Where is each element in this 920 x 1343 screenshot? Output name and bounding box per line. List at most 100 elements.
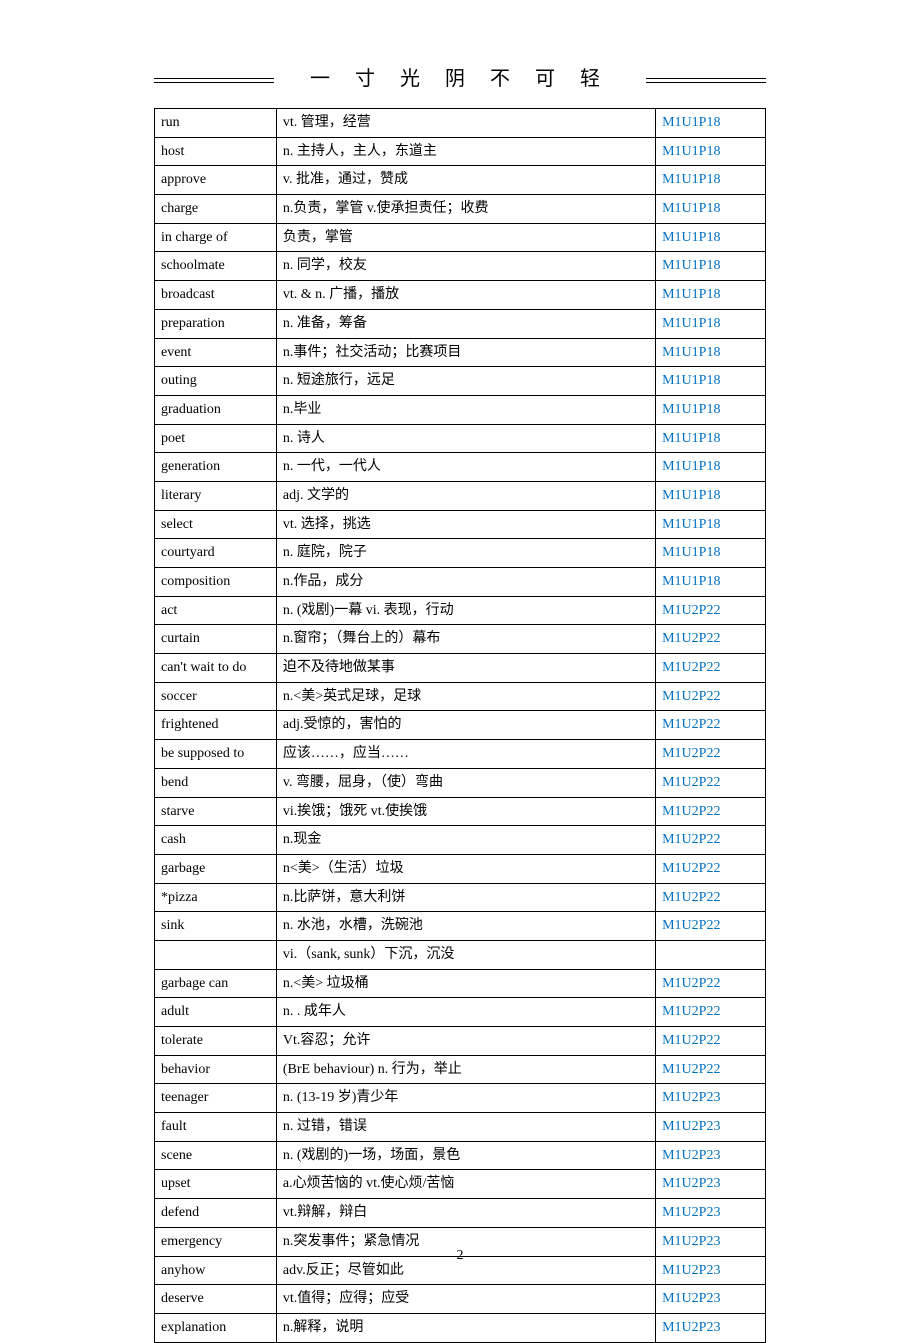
definition-cell: n. 过错，错误 bbox=[276, 1113, 655, 1142]
table-row: tolerateVt.容忍；允许M1U2P22 bbox=[155, 1027, 766, 1056]
reference-cell bbox=[656, 940, 766, 969]
definition-cell: n. 一代，一代人 bbox=[276, 453, 655, 482]
word-cell: graduation bbox=[155, 395, 277, 424]
word-cell: generation bbox=[155, 453, 277, 482]
word-cell: frightened bbox=[155, 711, 277, 740]
definition-cell: v. 弯腰，屈身，（使）弯曲 bbox=[276, 768, 655, 797]
table-row: faultn. 过错，错误M1U2P23 bbox=[155, 1113, 766, 1142]
reference-cell: M1U1P18 bbox=[656, 481, 766, 510]
definition-cell: n. 庭院，院子 bbox=[276, 539, 655, 568]
definition-cell: (BrE behaviour) n. 行为，举止 bbox=[276, 1055, 655, 1084]
table-row: poetn. 诗人M1U1P18 bbox=[155, 424, 766, 453]
word-cell: courtyard bbox=[155, 539, 277, 568]
word-cell: sink bbox=[155, 912, 277, 941]
definition-cell: n. . 成年人 bbox=[276, 998, 655, 1027]
table-row: courtyardn. 庭院，院子M1U1P18 bbox=[155, 539, 766, 568]
reference-cell: M1U2P23 bbox=[656, 1313, 766, 1342]
table-row: preparationn. 准备，筹备M1U1P18 bbox=[155, 309, 766, 338]
word-cell: fault bbox=[155, 1113, 277, 1142]
definition-cell: adj. 文学的 bbox=[276, 481, 655, 510]
definition-cell: n. 主持人，主人，东道主 bbox=[276, 137, 655, 166]
definition-cell: vi.挨饿；饿死 vt.使挨饿 bbox=[276, 797, 655, 826]
definition-cell: n.比萨饼，意大利饼 bbox=[276, 883, 655, 912]
reference-cell: M1U2P23 bbox=[656, 1170, 766, 1199]
word-cell bbox=[155, 940, 277, 969]
table-row: sinkn. 水池，水槽，洗碗池M1U2P22 bbox=[155, 912, 766, 941]
word-cell: explanation bbox=[155, 1313, 277, 1342]
definition-cell: vt. 选择，挑选 bbox=[276, 510, 655, 539]
table-row: chargen.负责，掌管 v.使承担责任；收费M1U1P18 bbox=[155, 195, 766, 224]
definition-cell: vt.辩解，辩白 bbox=[276, 1199, 655, 1228]
table-row: runvt. 管理，经营M1U1P18 bbox=[155, 109, 766, 138]
table-row: can't wait to do迫不及待地做某事M1U2P22 bbox=[155, 654, 766, 683]
reference-cell: M1U1P18 bbox=[656, 195, 766, 224]
word-cell: tolerate bbox=[155, 1027, 277, 1056]
definition-cell: n. (戏剧的)一场，场面，景色 bbox=[276, 1141, 655, 1170]
reference-cell: M1U2P22 bbox=[656, 797, 766, 826]
reference-cell: M1U1P18 bbox=[656, 281, 766, 310]
definition-cell: n.毕业 bbox=[276, 395, 655, 424]
word-cell: literary bbox=[155, 481, 277, 510]
definition-cell: n.现金 bbox=[276, 826, 655, 855]
reference-cell: M1U2P22 bbox=[656, 711, 766, 740]
reference-cell: M1U2P22 bbox=[656, 768, 766, 797]
reference-cell: M1U2P23 bbox=[656, 1141, 766, 1170]
table-row: graduationn.毕业M1U1P18 bbox=[155, 395, 766, 424]
table-row: generationn. 一代，一代人M1U1P18 bbox=[155, 453, 766, 482]
reference-cell: M1U2P22 bbox=[656, 883, 766, 912]
word-cell: cash bbox=[155, 826, 277, 855]
reference-cell: M1U1P18 bbox=[656, 252, 766, 281]
reference-cell: M1U2P23 bbox=[656, 1199, 766, 1228]
definition-cell: vt. 管理，经营 bbox=[276, 109, 655, 138]
reference-cell: M1U2P22 bbox=[656, 596, 766, 625]
word-cell: schoolmate bbox=[155, 252, 277, 281]
vocab-table-body: runvt. 管理，经营M1U1P18hostn. 主持人，主人，东道主M1U1… bbox=[155, 109, 766, 1343]
definition-cell: n.<美> 垃圾桶 bbox=[276, 969, 655, 998]
table-row: hostn. 主持人，主人，东道主M1U1P18 bbox=[155, 137, 766, 166]
definition-cell: 负责，掌管 bbox=[276, 223, 655, 252]
definition-cell: 迫不及待地做某事 bbox=[276, 654, 655, 683]
table-row: defendvt.辩解，辩白M1U2P23 bbox=[155, 1199, 766, 1228]
table-row: literaryadj. 文学的M1U1P18 bbox=[155, 481, 766, 510]
table-row: vi.（sank, sunk）下沉，沉没 bbox=[155, 940, 766, 969]
word-cell: event bbox=[155, 338, 277, 367]
reference-cell: M1U2P22 bbox=[656, 1027, 766, 1056]
word-cell: soccer bbox=[155, 682, 277, 711]
definition-cell: Vt.容忍；允许 bbox=[276, 1027, 655, 1056]
definition-cell: n. 准备，筹备 bbox=[276, 309, 655, 338]
reference-cell: M1U1P18 bbox=[656, 166, 766, 195]
word-cell: curtain bbox=[155, 625, 277, 654]
definition-cell: v. 批准，通过，赞成 bbox=[276, 166, 655, 195]
word-cell: broadcast bbox=[155, 281, 277, 310]
reference-cell: M1U1P18 bbox=[656, 424, 766, 453]
vocab-table: runvt. 管理，经营M1U1P18hostn. 主持人，主人，东道主M1U1… bbox=[154, 108, 766, 1343]
table-row: compositionn.作品，成分M1U1P18 bbox=[155, 568, 766, 597]
reference-cell: M1U2P22 bbox=[656, 740, 766, 769]
definition-cell: n<美>（生活）垃圾 bbox=[276, 854, 655, 883]
reference-cell: M1U2P22 bbox=[656, 625, 766, 654]
table-row: cashn.现金M1U2P22 bbox=[155, 826, 766, 855]
table-row: garbagen<美>（生活）垃圾M1U2P22 bbox=[155, 854, 766, 883]
word-cell: garbage bbox=[155, 854, 277, 883]
reference-cell: M1U1P18 bbox=[656, 510, 766, 539]
word-cell: behavior bbox=[155, 1055, 277, 1084]
table-row: eventn.事件；社交活动；比赛项目M1U1P18 bbox=[155, 338, 766, 367]
definition-cell: vi.（sank, sunk）下沉，沉没 bbox=[276, 940, 655, 969]
word-cell: scene bbox=[155, 1141, 277, 1170]
reference-cell: M1U2P22 bbox=[656, 969, 766, 998]
table-row: explanationn.解释，说明M1U2P23 bbox=[155, 1313, 766, 1342]
definition-cell: n.作品，成分 bbox=[276, 568, 655, 597]
table-row: *pizzan.比萨饼，意大利饼M1U2P22 bbox=[155, 883, 766, 912]
table-row: upseta.心烦苦恼的 vt.使心烦/苦恼M1U2P23 bbox=[155, 1170, 766, 1199]
table-row: in charge of负责，掌管M1U1P18 bbox=[155, 223, 766, 252]
word-cell: preparation bbox=[155, 309, 277, 338]
definition-cell: a.心烦苦恼的 vt.使心烦/苦恼 bbox=[276, 1170, 655, 1199]
table-row: selectvt. 选择，挑选M1U1P18 bbox=[155, 510, 766, 539]
definition-cell: n.解释，说明 bbox=[276, 1313, 655, 1342]
definition-cell: adj.受惊的，害怕的 bbox=[276, 711, 655, 740]
definition-cell: n. 水池，水槽，洗碗池 bbox=[276, 912, 655, 941]
reference-cell: M1U1P18 bbox=[656, 539, 766, 568]
table-row: approvev. 批准，通过，赞成M1U1P18 bbox=[155, 166, 766, 195]
table-row: starvevi.挨饿；饿死 vt.使挨饿M1U2P22 bbox=[155, 797, 766, 826]
table-row: be supposed to应该……，应当……M1U2P22 bbox=[155, 740, 766, 769]
